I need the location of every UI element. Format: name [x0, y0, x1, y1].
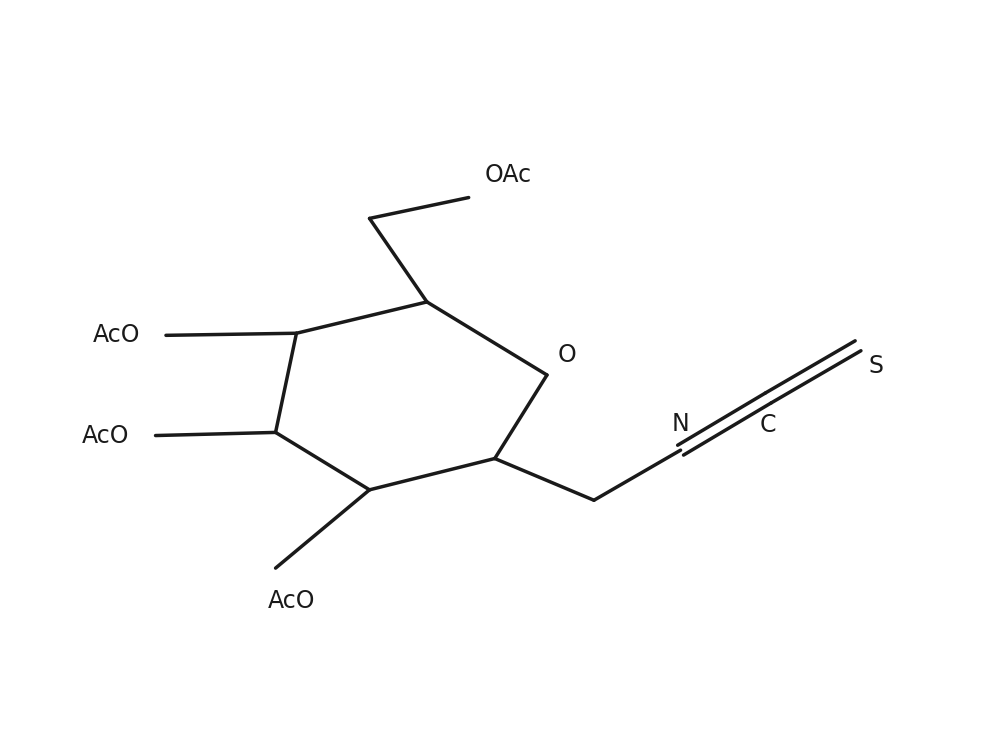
- Text: S: S: [868, 354, 883, 378]
- Text: OAc: OAc: [484, 163, 531, 187]
- Text: O: O: [557, 343, 576, 367]
- Text: AcO: AcO: [92, 323, 140, 347]
- Text: N: N: [672, 412, 689, 436]
- Text: C: C: [760, 413, 777, 436]
- Text: AcO: AcO: [267, 589, 315, 613]
- Text: AcO: AcO: [82, 424, 129, 448]
